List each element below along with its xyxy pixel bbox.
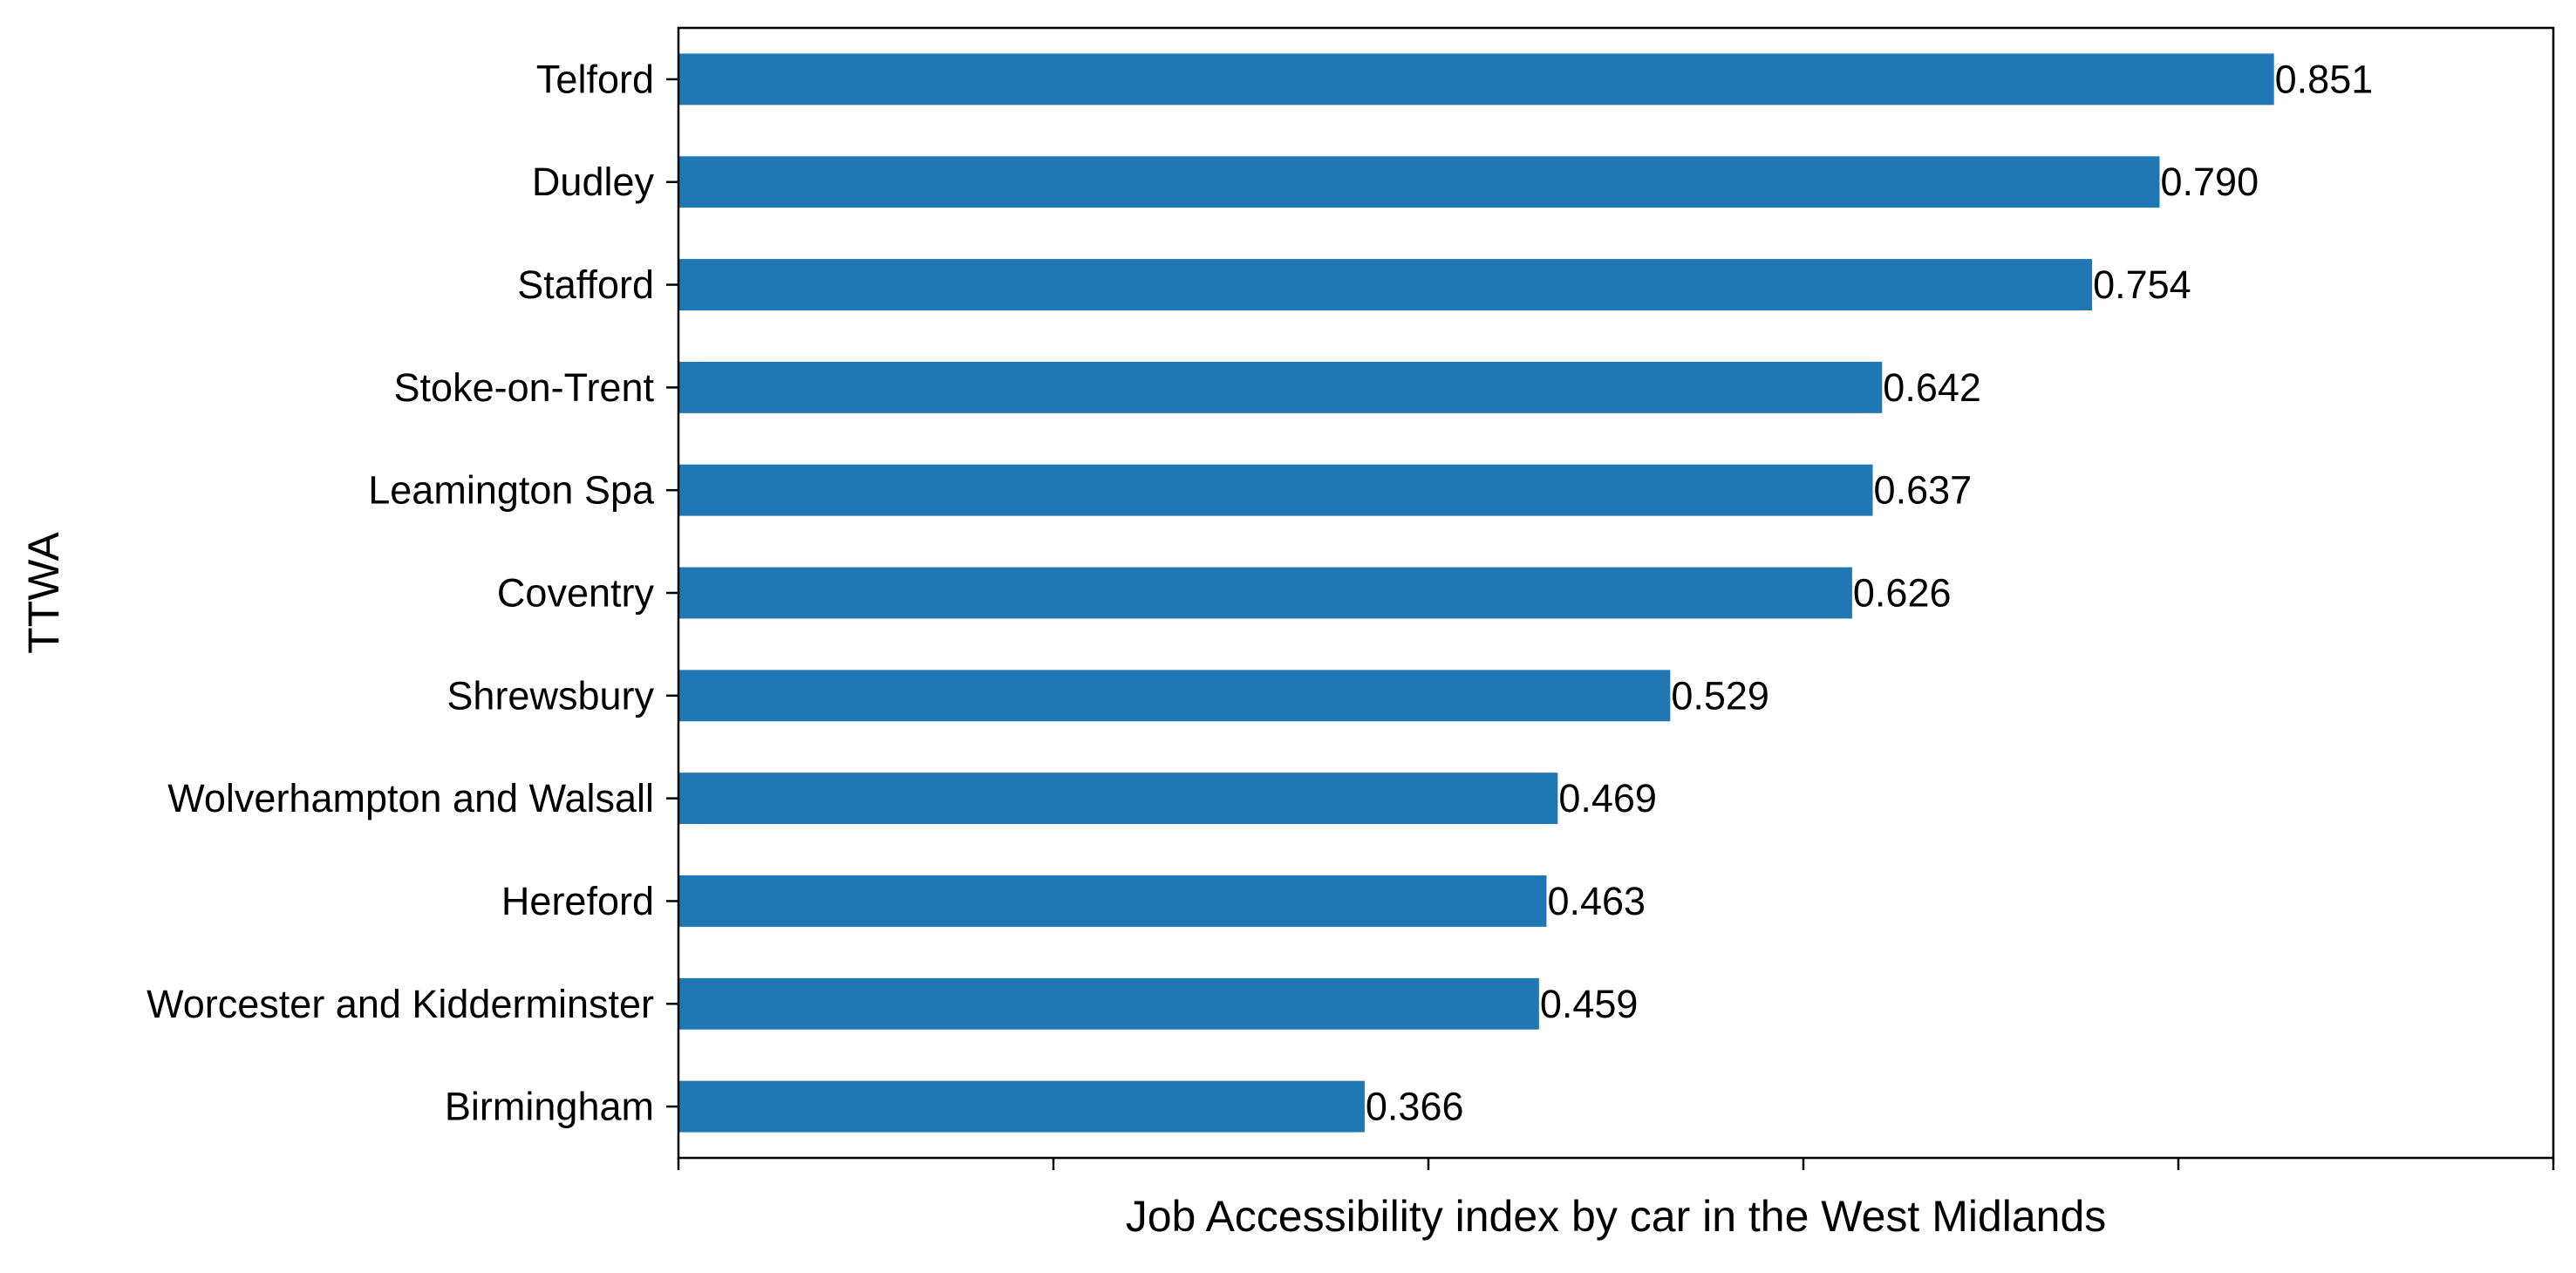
y-ticks-layer: Telford Dudley Stafford Stoke-on-Trent Leami… [147, 57, 678, 1129]
bar [678, 53, 2274, 106]
y-tick-label: Worcester and Kidderminster [147, 982, 654, 1026]
bar-value-label: 0.463 [1547, 879, 1646, 923]
bar-value-label: 0.366 [1366, 1085, 1464, 1129]
y-tick-label: Hereford [501, 879, 654, 923]
bar [678, 361, 1883, 413]
bar [678, 259, 2093, 310]
y-tick-label: Dudley [532, 160, 655, 204]
bar-value-label: 0.529 [1671, 673, 1769, 718]
y-tick-label: Coventry [497, 571, 655, 616]
y-tick-label: Stoke-on-Trent [394, 365, 655, 410]
bar [678, 773, 1558, 825]
x-axis-label: Job Accessibility index by car in the We… [1126, 1192, 2107, 1241]
bar [678, 875, 1547, 927]
y-tick-label: Wolverhampton and Walsall [167, 776, 654, 820]
plot-frame [677, 26, 2555, 1160]
y-tick-label: Stafford [517, 262, 654, 307]
bar-value-label: 0.469 [1558, 776, 1657, 820]
bar-value-label: 0.754 [2093, 262, 2191, 307]
value-labels-layer: 0.851 0.790 0.754 0.642 0.637 0.626 0.529 0.469… [1366, 57, 2373, 1128]
bar [678, 977, 1539, 1030]
y-tick-label: Leamington Spa [368, 468, 655, 513]
bar [678, 670, 1671, 722]
bar [678, 464, 1873, 516]
bar-value-label: 0.637 [1874, 468, 1973, 513]
y-tick-label: Shrewsbury [446, 673, 654, 718]
bar [678, 1080, 1365, 1133]
bar-value-label: 0.459 [1540, 982, 1639, 1026]
bar-value-label: 0.790 [2161, 160, 2259, 204]
bars-layer [678, 53, 2274, 1133]
x-ticks-layer [677, 1158, 2555, 1170]
bar [678, 156, 2160, 208]
y-tick-label: Birmingham [445, 1085, 654, 1129]
bar [678, 567, 1852, 619]
bar-value-label: 0.626 [1853, 571, 1952, 616]
y-tick-label: Telford [536, 57, 654, 101]
bar-value-label: 0.642 [1883, 365, 1981, 410]
y-axis-label: TTWA [19, 531, 68, 653]
bar-value-label: 0.851 [2275, 57, 2374, 101]
